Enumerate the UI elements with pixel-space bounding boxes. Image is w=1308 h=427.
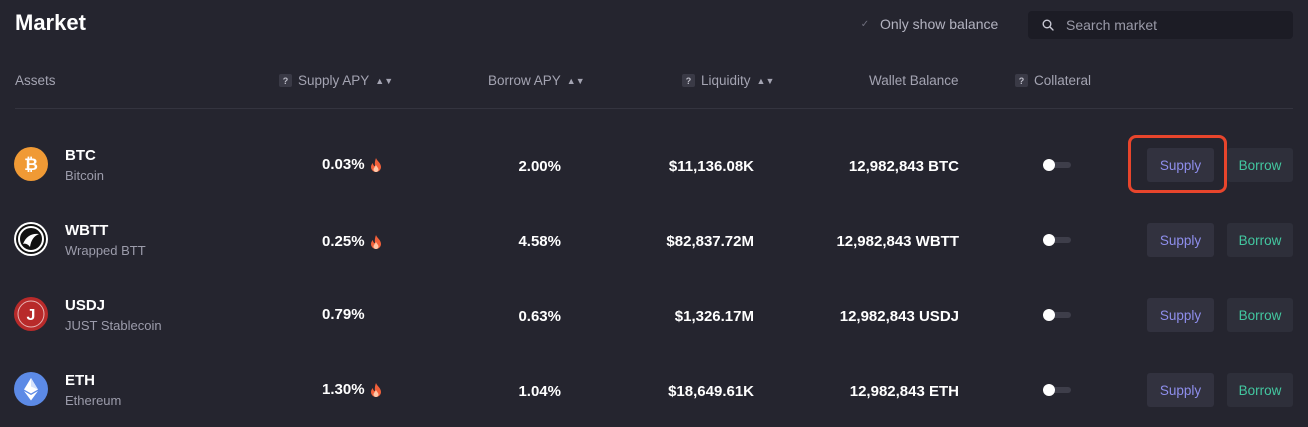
supply-apy-text: 0.25% [322, 233, 365, 250]
asset-symbol: BTC [65, 147, 96, 164]
asset-name: Wrapped BTT [65, 243, 146, 258]
column-header-wallet-balance-label: Wallet Balance [869, 73, 959, 88]
supply-button[interactable]: Supply [1147, 373, 1214, 407]
column-header-borrow-apy[interactable]: Borrow APY ▲▼ [488, 73, 585, 88]
column-header-liquidity[interactable]: ? Liquidity ▲▼ [682, 73, 774, 88]
collateral-toggle[interactable] [1043, 159, 1071, 171]
checkmark-icon[interactable]: ✓ [860, 18, 870, 30]
supply-apy-value: 0.25% [322, 233, 382, 250]
column-header-wallet-balance: Wallet Balance [869, 73, 959, 88]
sort-icon[interactable]: ▲▼ [375, 75, 394, 86]
column-header-assets-label: Assets [15, 73, 56, 88]
help-icon[interactable]: ? [1015, 74, 1028, 87]
borrow-button[interactable]: Borrow [1227, 223, 1293, 257]
asset-name: Bitcoin [65, 168, 105, 183]
liquidity-value: $11,136.08K [668, 158, 754, 175]
asset-symbol: ETH [65, 372, 95, 389]
wallet-balance-value: 12,982,843 USDJ [839, 308, 959, 325]
ethereum-icon [14, 372, 48, 406]
wallet-balance-value: 12,982,843 WBTT [836, 233, 959, 250]
borrow-apy-value: 1.04% [518, 383, 561, 400]
wallet-balance-value: 12,982,843 ETH [849, 383, 959, 400]
column-header-collateral-label: Collateral [1034, 73, 1092, 88]
only-show-balance-toggle[interactable]: ✓ Only show balance [858, 16, 999, 32]
table-row: J USDJ JUST Stablecoin 0.79% 0.63% $1,32… [0, 277, 1308, 352]
column-header-supply-apy-label: Supply APY [298, 73, 370, 88]
usdj-icon: J [14, 297, 48, 331]
supply-apy-text: 1.30% [322, 381, 365, 398]
borrow-button[interactable]: Borrow [1227, 373, 1293, 407]
flame-icon [370, 382, 381, 397]
flame-icon [370, 157, 381, 172]
supply-apy-value: 0.03% [322, 156, 382, 173]
flame-icon [370, 234, 381, 249]
wallet-balance-value: 12,982,843 BTC [848, 158, 959, 175]
supply-button[interactable]: Supply [1147, 148, 1214, 182]
sort-icon[interactable]: ▲▼ [566, 75, 585, 86]
search-box[interactable] [1028, 11, 1293, 39]
supply-apy-value: 1.30% [322, 381, 382, 398]
column-header-collateral: ? Collateral [1015, 73, 1091, 88]
liquidity-value: $1,326.17M [674, 308, 754, 325]
svg-text:₿: ₿ [24, 155, 38, 174]
asset-symbol: WBTT [65, 222, 109, 239]
liquidity-value: $18,649.61K [668, 383, 754, 400]
search-input[interactable] [1064, 16, 1278, 34]
help-icon[interactable]: ? [682, 74, 695, 87]
asset-name: JUST Stablecoin [65, 318, 162, 333]
svg-text:J: J [27, 307, 36, 324]
help-icon[interactable]: ? [279, 74, 292, 87]
supply-apy-text: 0.79% [322, 306, 365, 323]
collateral-toggle[interactable] [1043, 384, 1071, 396]
supply-button-highlight [1128, 135, 1227, 193]
liquidity-value: $82,837.72M [666, 233, 754, 250]
borrow-apy-value: 4.58% [518, 233, 561, 250]
asset-name: Ethereum [65, 393, 122, 408]
only-show-balance-label: Only show balance [880, 16, 999, 32]
collateral-toggle[interactable] [1043, 234, 1071, 246]
supply-apy-value: 0.79% [322, 306, 365, 323]
borrow-apy-value: 0.63% [518, 308, 561, 325]
column-header-assets: Assets [15, 73, 56, 88]
table-row: ETH Ethereum 1.30% 1.04% $18,649.61K 12,… [0, 352, 1308, 427]
borrow-button[interactable]: Borrow [1227, 148, 1293, 182]
table-row: WBTT Wrapped BTT 0.25% 4.58% $82,837.72M… [0, 202, 1308, 277]
table-row: ₿ BTC Bitcoin 0.03% 2.00% $11,136.08K 12… [0, 127, 1308, 202]
page-title: Market [15, 10, 86, 35]
column-header-supply-apy[interactable]: ? Supply APY ▲▼ [279, 73, 393, 88]
supply-apy-text: 0.03% [322, 156, 365, 173]
collateral-toggle[interactable] [1043, 309, 1071, 321]
sort-icon[interactable]: ▲▼ [756, 75, 775, 86]
header-divider [15, 108, 1293, 109]
column-header-borrow-apy-label: Borrow APY [488, 73, 561, 88]
borrow-button[interactable]: Borrow [1227, 298, 1293, 332]
asset-symbol: USDJ [65, 297, 106, 314]
search-icon [1042, 19, 1054, 31]
column-header-liquidity-label: Liquidity [701, 73, 751, 88]
bittorrent-icon [14, 222, 48, 256]
supply-button[interactable]: Supply [1147, 298, 1214, 332]
bitcoin-icon: ₿ [14, 147, 48, 181]
supply-button[interactable]: Supply [1147, 223, 1214, 257]
borrow-apy-value: 2.00% [518, 158, 561, 175]
